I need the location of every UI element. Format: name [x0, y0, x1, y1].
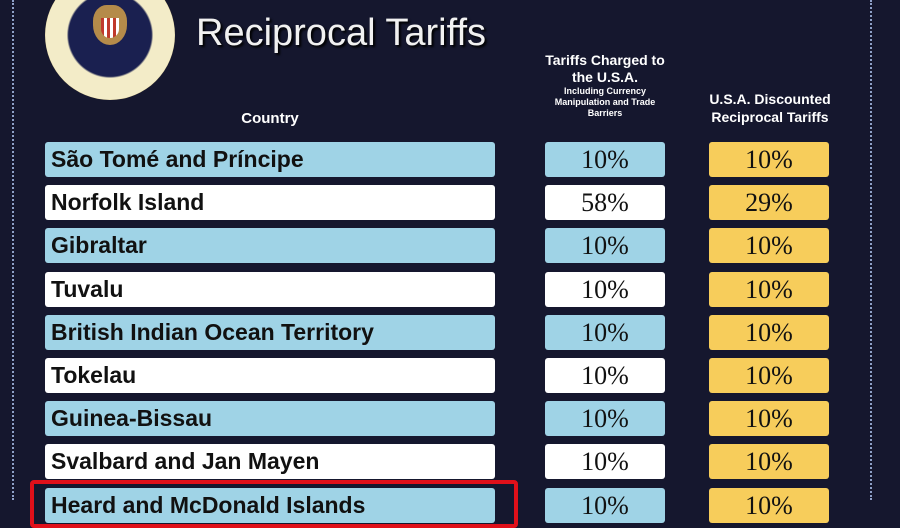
page-title: Reciprocal Tariffs — [196, 12, 487, 54]
table-row: São Tomé and Príncipe 10% 10% — [0, 142, 900, 177]
reciprocal-cell: 29% — [709, 185, 829, 221]
header-charged-sub: Including Currency Manipulation and Trad… — [554, 86, 656, 118]
left-dotted-border — [12, 0, 14, 500]
highlight-box — [30, 480, 518, 528]
reciprocal-cell: 10% — [709, 401, 829, 437]
charged-cell: 58% — [545, 185, 665, 221]
charged-cell: 10% — [545, 271, 665, 307]
header-charged-main: Tariffs Charged to the U.S.A. — [545, 52, 665, 85]
reciprocal-cell: 10% — [709, 444, 829, 480]
presidential-seal-logo — [45, 0, 175, 100]
header-country: Country — [241, 110, 299, 127]
header-charged: Tariffs Charged to the U.S.A. Including … — [530, 52, 680, 119]
table-row: British Indian Ocean Territory 10% 10% — [0, 314, 900, 350]
header-reciprocal: U.S.A. Discounted Reciprocal Tariffs — [709, 91, 831, 125]
charged-cell: 10% — [545, 228, 665, 264]
country-cell: Tuvalu — [45, 271, 495, 307]
table-row: Norfolk Island 58% 29% — [0, 185, 900, 221]
right-dotted-border — [870, 0, 872, 500]
reciprocal-cell: 10% — [709, 314, 829, 350]
country-cell: British Indian Ocean Territory — [45, 314, 495, 350]
reciprocal-cell: 10% — [709, 271, 829, 307]
country-cell: Tokelau — [45, 358, 495, 393]
reciprocal-cell: 10% — [709, 228, 829, 264]
country-cell: Svalbard and Jan Mayen — [45, 444, 495, 480]
table-row: Guinea-Bissau 10% 10% — [0, 401, 900, 437]
charged-cell: 10% — [545, 444, 665, 480]
country-cell: Norfolk Island — [45, 185, 495, 221]
charged-cell: 10% — [545, 358, 665, 393]
country-cell: Guinea-Bissau — [45, 401, 495, 437]
reciprocal-cell: 10% — [709, 358, 829, 393]
table-row: Tuvalu 10% 10% — [0, 271, 900, 307]
reciprocal-cell: 10% — [709, 487, 829, 523]
table-row: Svalbard and Jan Mayen 10% 10% — [0, 444, 900, 480]
country-cell: São Tomé and Príncipe — [45, 142, 495, 177]
country-cell: Gibraltar — [45, 228, 495, 264]
charged-cell: 10% — [545, 142, 665, 177]
charged-cell: 10% — [545, 487, 665, 523]
table-row: Tokelau 10% 10% — [0, 358, 900, 393]
charged-cell: 10% — [545, 314, 665, 350]
charged-cell: 10% — [545, 401, 665, 437]
reciprocal-cell: 10% — [709, 142, 829, 177]
table-row: Gibraltar 10% 10% — [0, 228, 900, 264]
